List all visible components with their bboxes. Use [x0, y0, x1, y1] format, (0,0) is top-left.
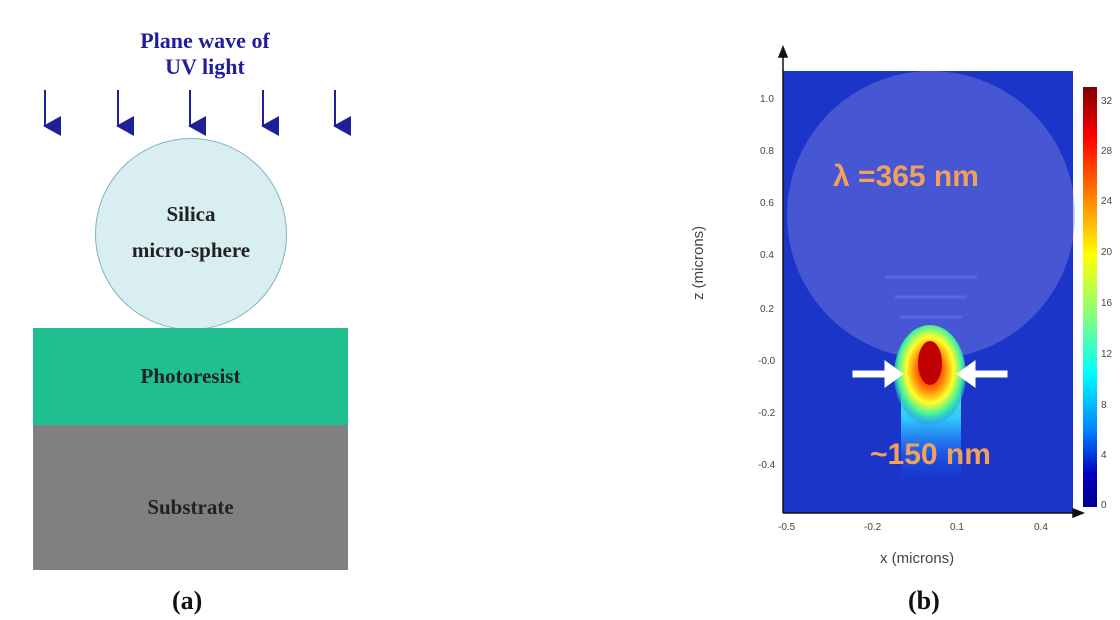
colorbar-tick: 20	[1101, 247, 1113, 258]
colorbar-tick: 12	[1101, 349, 1113, 360]
x-tick: 0.1	[950, 522, 964, 533]
z-axis-label: z (microns)	[690, 225, 707, 300]
panel-a-label: (a)	[172, 586, 203, 615]
uv-arrows	[43, 90, 351, 136]
z-tick: 0.6	[760, 198, 774, 209]
sphere-label: Silica micro-sphere	[95, 196, 287, 268]
z-tick: 0.2	[760, 304, 774, 315]
colorbar-tick: 28	[1101, 146, 1113, 157]
sphere-line-1: Silica	[166, 202, 216, 226]
substrate-layer: Substrate	[33, 425, 348, 570]
sphere-line-2: micro-sphere	[131, 238, 251, 262]
left-arrow	[852, 360, 904, 388]
colorbar-tick: 0	[1101, 500, 1107, 511]
x-axis-label: x (microns)	[880, 550, 955, 567]
sphere-overlay	[787, 71, 1075, 359]
colorbar-tick: 16	[1101, 298, 1113, 309]
colorbar-tick: 8	[1101, 400, 1107, 411]
z-tick: 0.8	[760, 146, 774, 157]
photoresist-label: Photoresist	[140, 364, 241, 388]
z-tick: -0.0	[758, 356, 776, 367]
panel-b-label: (b)	[908, 586, 940, 615]
right-arrow	[956, 360, 1008, 388]
colorbar	[1083, 87, 1097, 507]
silica-sphere	[95, 138, 287, 330]
colorbar-tick: 24	[1101, 196, 1113, 207]
x-tick: 0.4	[1034, 522, 1048, 533]
photoresist-layer: Photoresist	[33, 328, 348, 425]
x-tick: -0.2	[864, 522, 882, 533]
spot-size-label: ~150 nm	[870, 438, 991, 471]
x-tick: -0.5	[778, 522, 796, 533]
field-intensity-plot	[777, 45, 1086, 519]
substrate-label: Substrate	[147, 495, 234, 519]
z-tick: -0.4	[758, 460, 776, 471]
z-tick: -0.2	[758, 408, 776, 419]
colorbar-tick: 32	[1101, 96, 1113, 107]
wavelength-label: λ =365 nm	[833, 160, 979, 193]
colorbar-tick: 4	[1101, 450, 1107, 461]
title-line-2: UV light	[165, 54, 245, 79]
title-line-1: Plane wave of	[140, 28, 270, 53]
panel-a-title: Plane wave of UV light	[100, 28, 310, 80]
z-tick: 0.4	[760, 250, 774, 261]
z-tick: 1.0	[760, 94, 774, 105]
